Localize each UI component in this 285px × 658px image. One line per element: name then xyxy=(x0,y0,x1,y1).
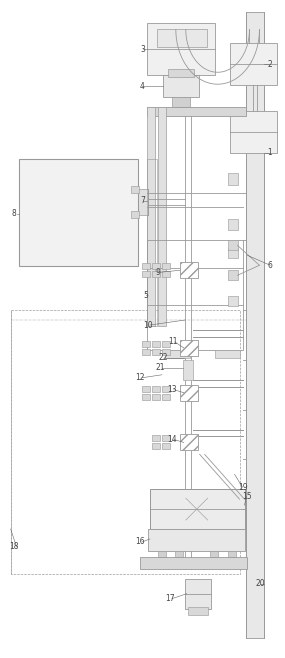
Text: 9: 9 xyxy=(156,268,160,277)
Bar xyxy=(180,340,198,356)
Bar xyxy=(228,218,237,230)
Text: 17: 17 xyxy=(165,594,175,603)
Text: 2: 2 xyxy=(267,60,272,69)
Circle shape xyxy=(183,495,211,523)
Bar xyxy=(183,360,193,380)
Bar xyxy=(163,75,199,97)
Bar xyxy=(158,107,166,326)
Bar xyxy=(147,240,243,350)
Bar xyxy=(228,551,235,557)
Text: 8: 8 xyxy=(11,209,16,218)
Bar xyxy=(142,341,150,347)
Bar xyxy=(172,97,190,107)
Bar xyxy=(188,607,208,615)
Bar xyxy=(162,349,170,355)
Text: 21: 21 xyxy=(155,363,165,372)
Text: 19: 19 xyxy=(239,483,248,492)
Text: 22: 22 xyxy=(158,353,168,363)
Bar xyxy=(147,159,157,326)
Bar xyxy=(150,489,245,529)
Text: 16: 16 xyxy=(135,538,145,546)
Bar xyxy=(228,173,237,185)
Bar xyxy=(142,349,150,355)
Bar xyxy=(162,263,170,269)
Bar xyxy=(142,393,150,399)
Bar xyxy=(19,159,138,266)
Text: 4: 4 xyxy=(140,82,144,91)
Bar xyxy=(157,30,207,47)
Text: 18: 18 xyxy=(9,542,18,551)
Bar xyxy=(175,551,183,557)
Text: 10: 10 xyxy=(143,320,153,330)
Bar xyxy=(11,310,239,574)
Text: 5: 5 xyxy=(144,291,148,299)
Text: 3: 3 xyxy=(141,45,145,54)
Bar xyxy=(162,393,170,399)
Bar xyxy=(230,111,277,153)
Bar xyxy=(210,551,218,557)
Bar xyxy=(168,69,194,77)
Bar xyxy=(152,443,160,449)
Bar xyxy=(228,270,237,280)
Text: 14: 14 xyxy=(167,435,177,444)
Bar xyxy=(165,350,190,358)
Text: 13: 13 xyxy=(167,385,177,394)
Text: 1: 1 xyxy=(267,148,272,157)
Text: 11: 11 xyxy=(168,338,178,346)
Bar xyxy=(142,386,150,392)
Bar xyxy=(138,189,148,215)
Bar xyxy=(215,350,239,358)
Bar xyxy=(142,263,150,269)
Bar xyxy=(152,393,160,399)
Bar xyxy=(162,443,170,449)
Bar xyxy=(228,296,237,306)
Bar xyxy=(228,240,237,251)
Bar xyxy=(158,551,166,557)
Bar xyxy=(142,271,150,277)
Bar xyxy=(162,436,170,442)
Text: 15: 15 xyxy=(243,492,252,501)
Bar xyxy=(162,341,170,347)
Bar xyxy=(152,271,160,277)
Bar xyxy=(152,263,160,269)
Text: 20: 20 xyxy=(256,579,265,588)
Bar xyxy=(247,12,264,638)
Bar xyxy=(228,248,237,259)
Bar xyxy=(147,107,155,326)
Text: 6: 6 xyxy=(268,261,273,270)
Bar xyxy=(162,386,170,392)
Bar xyxy=(152,386,160,392)
Bar xyxy=(152,436,160,442)
Bar xyxy=(131,211,139,218)
Bar xyxy=(185,579,211,609)
Bar xyxy=(180,385,198,401)
Bar xyxy=(147,107,247,116)
Bar xyxy=(180,434,198,451)
Bar xyxy=(162,271,170,277)
Bar xyxy=(152,341,160,347)
Text: 12: 12 xyxy=(135,373,145,382)
Bar xyxy=(147,24,215,75)
Bar xyxy=(152,349,160,355)
Bar xyxy=(148,529,245,551)
Bar xyxy=(131,186,139,193)
Bar xyxy=(140,557,247,569)
Bar xyxy=(180,263,198,278)
Text: 7: 7 xyxy=(141,196,145,205)
Bar xyxy=(230,43,277,85)
